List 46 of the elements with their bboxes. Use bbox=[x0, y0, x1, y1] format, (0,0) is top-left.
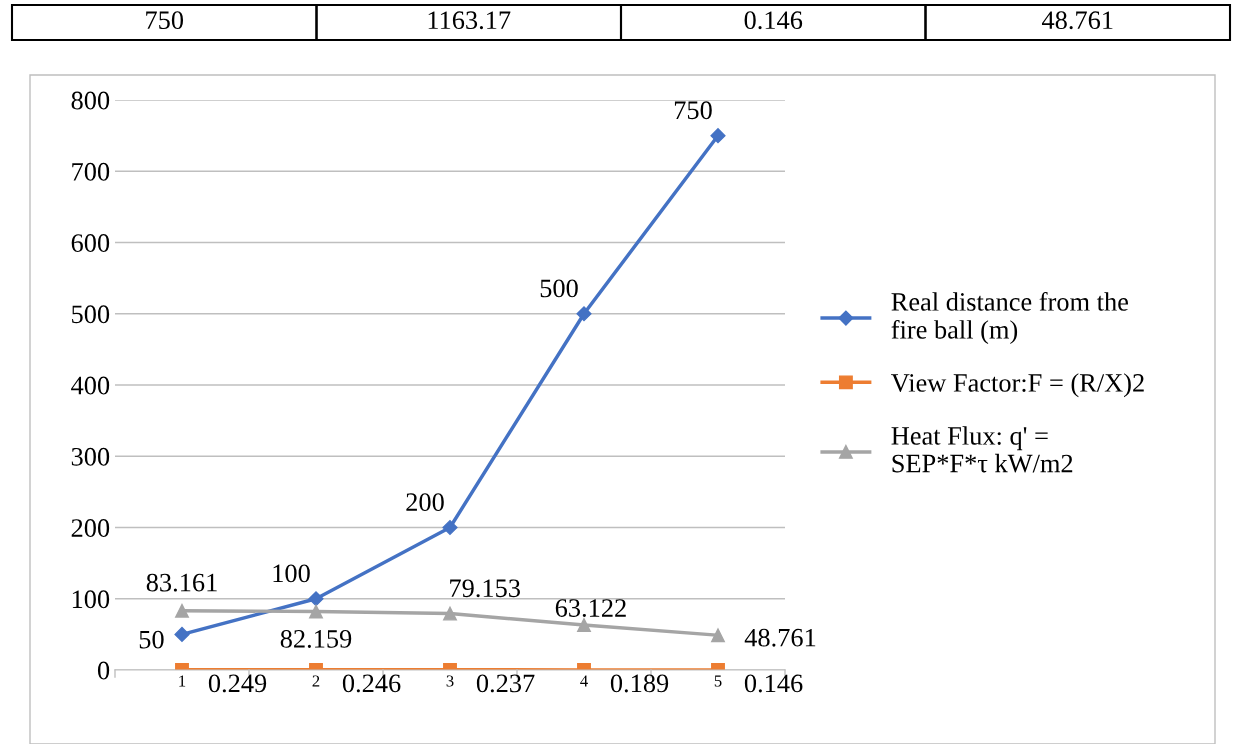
x-tick-label: 2 bbox=[312, 675, 320, 687]
data-label: 500 bbox=[540, 279, 578, 298]
data-label: 50 bbox=[139, 630, 164, 649]
data-label: 0.246 bbox=[342, 674, 401, 693]
point bbox=[442, 519, 458, 536]
text: 48.761 bbox=[1041, 11, 1113, 30]
y-tick-label: 400 bbox=[71, 376, 110, 395]
y-tick-label: 100 bbox=[72, 590, 110, 609]
data-label: 48.761 bbox=[744, 628, 816, 647]
point bbox=[175, 603, 189, 618]
point bbox=[308, 591, 324, 607]
point bbox=[174, 626, 190, 642]
data-label: 200 bbox=[406, 493, 444, 512]
point bbox=[309, 604, 323, 619]
data-label: 79.153 bbox=[450, 579, 520, 598]
x-tick-label: 3 bbox=[446, 675, 454, 687]
data-label: 82.159 bbox=[280, 629, 352, 648]
data-label: 63.122 bbox=[555, 599, 626, 617]
point bbox=[711, 628, 725, 643]
y-tick-label: 600 bbox=[71, 234, 110, 252]
y-tick-label: 700 bbox=[72, 162, 110, 181]
data-label: 83.161 bbox=[146, 573, 217, 592]
legend-label: Heat Flux: q' = SEP*F*τ kW/m2 bbox=[891, 426, 1073, 473]
y-tick-label: 500 bbox=[72, 305, 110, 324]
x-tick-label: 5 bbox=[714, 675, 722, 687]
point bbox=[710, 128, 726, 144]
text: 0.146 bbox=[744, 11, 803, 30]
text: 750 bbox=[146, 11, 184, 30]
text: 1163.17 bbox=[428, 11, 511, 30]
x-tick-label: 1 bbox=[179, 675, 186, 687]
data-label: 0.189 bbox=[610, 674, 669, 693]
y-tick-label: 0 bbox=[97, 661, 110, 680]
y-tick-label: 200 bbox=[71, 519, 110, 537]
legend-label: Real distance from the fire ball (m) bbox=[891, 291, 1128, 345]
point bbox=[577, 618, 591, 632]
data-label: 750 bbox=[674, 101, 712, 120]
data-label: 0.237 bbox=[476, 674, 535, 693]
y-tick-label: 800 bbox=[71, 91, 110, 110]
legend-label: View Factor:F = (R/X)2 bbox=[891, 373, 1144, 398]
data-label: 0.146 bbox=[744, 674, 803, 693]
data-label: 0.249 bbox=[208, 674, 267, 693]
data-label: 100 bbox=[273, 564, 310, 583]
x-tick-label: 4 bbox=[580, 675, 588, 687]
point bbox=[576, 306, 592, 322]
y-tick-label: 300 bbox=[71, 447, 110, 466]
point bbox=[443, 606, 457, 621]
